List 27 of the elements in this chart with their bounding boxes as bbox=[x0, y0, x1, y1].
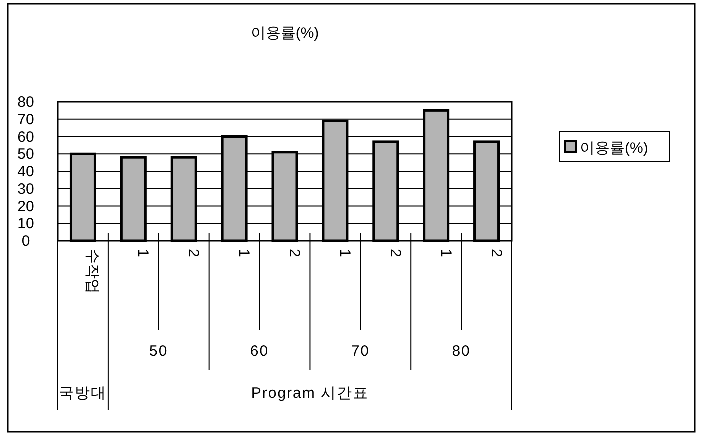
x-tick-label: 1 bbox=[437, 249, 454, 258]
text: Program 시간표 bbox=[251, 385, 370, 402]
y-tick-label: 50 bbox=[18, 146, 34, 164]
y-tick-label: 20 bbox=[18, 198, 34, 216]
legend-label: 이용률(%) bbox=[580, 140, 648, 157]
x-tick-label: 2 bbox=[185, 249, 202, 258]
x-tick-label: 2 bbox=[286, 249, 303, 258]
chart-title: 이용률(%) bbox=[250, 25, 320, 42]
x-tick-label: 1 bbox=[236, 249, 253, 258]
text: 70 bbox=[351, 343, 370, 360]
x-tick-label: 1 bbox=[336, 249, 354, 258]
y-tick-label: 70 bbox=[18, 111, 34, 128]
text: 80 bbox=[452, 343, 471, 360]
text: 50 bbox=[150, 343, 168, 360]
y-tick-label: 60 bbox=[18, 128, 34, 146]
x-tick-label: 2 bbox=[386, 249, 404, 258]
x-tick-label: 2 bbox=[488, 249, 505, 258]
y-tick-label: 10 bbox=[18, 216, 34, 233]
x-tick-label: 1 bbox=[134, 249, 152, 258]
text: 국방대 bbox=[59, 385, 108, 402]
y-tick-label: 40 bbox=[18, 164, 34, 180]
y-tick-label: 80 bbox=[18, 94, 34, 111]
y-tick-label: 30 bbox=[18, 180, 34, 198]
text: 60 bbox=[250, 343, 270, 360]
x-tick-label: 수작업 bbox=[84, 249, 102, 294]
legend: 이용률(%) bbox=[560, 132, 670, 162]
y-tick-label: 0 bbox=[22, 233, 30, 250]
